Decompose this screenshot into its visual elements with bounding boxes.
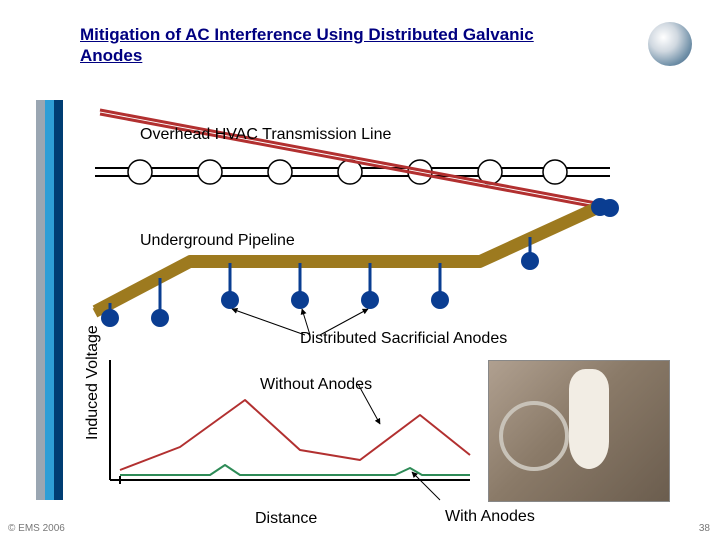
diagram-svg [0, 0, 720, 540]
hvac-label: Overhead HVAC Transmission Line [140, 126, 391, 144]
anodes-group [101, 237, 539, 327]
chart-series [120, 400, 470, 475]
chart-leader-lines [358, 384, 440, 500]
footer-page-num: 38 [699, 523, 710, 534]
with-anodes-label: With Anodes [445, 508, 535, 526]
anodes-label: Distributed Sacrificial Anodes [300, 330, 507, 348]
pipeline-label: Underground Pipeline [140, 232, 295, 250]
x-axis-label: Distance [255, 510, 317, 528]
y-axis-label: Induced Voltage [84, 325, 102, 440]
footer-copyright: © EMS 2006 [8, 523, 65, 534]
without-anodes-label: Without Anodes [260, 376, 372, 394]
